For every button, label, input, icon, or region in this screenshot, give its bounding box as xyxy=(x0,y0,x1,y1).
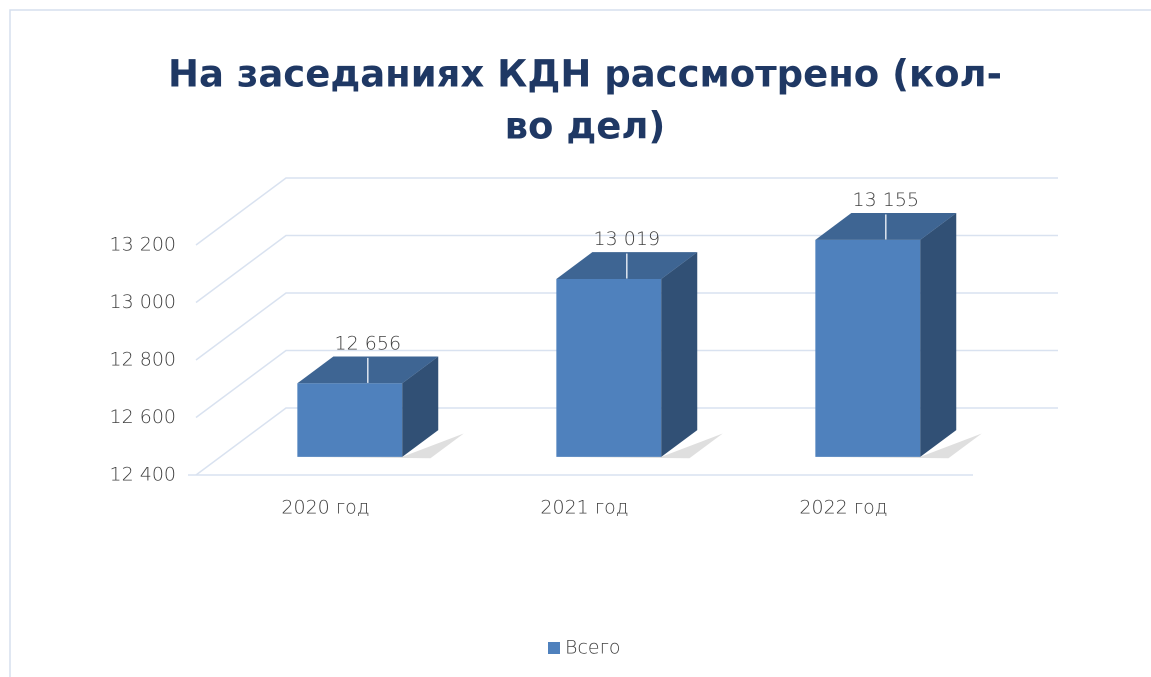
bar xyxy=(297,356,464,459)
legend-swatch xyxy=(548,642,560,654)
chart-border xyxy=(9,9,1151,677)
bar-shadow xyxy=(556,433,723,459)
data-label: 12 656 xyxy=(335,332,401,354)
chart-title: На заседаниях КДН рассмотрено (кол- xyxy=(168,53,1002,96)
y-tick-label: 13 000 xyxy=(110,291,176,313)
y-tick-label: 12 600 xyxy=(110,406,176,428)
x-tick-label: 2020 год xyxy=(281,497,369,519)
x-tick-label: 2021 год xyxy=(540,497,628,519)
data-label: 13 019 xyxy=(594,228,660,250)
x-tick-label: 2022 год xyxy=(799,497,887,519)
chart-title-line2: во дел) xyxy=(505,105,666,148)
y-tick-label: 12 400 xyxy=(110,464,176,486)
bar xyxy=(556,252,723,459)
data-label: 13 155 xyxy=(853,189,919,211)
y-tick-label: 12 800 xyxy=(110,349,176,371)
grid-line xyxy=(195,349,1058,419)
bar-side xyxy=(661,252,698,457)
bar-front xyxy=(815,239,921,457)
grid-line xyxy=(195,292,1058,361)
grid-line xyxy=(195,177,1058,246)
bar-side xyxy=(402,356,439,457)
grid-line xyxy=(195,407,1058,476)
bar-shadow xyxy=(297,433,464,459)
bar-front xyxy=(556,278,662,457)
y-tick-label: 13 200 xyxy=(110,234,176,256)
bar-front xyxy=(297,383,403,457)
bar-shadow xyxy=(815,433,982,459)
grid-line xyxy=(195,234,1058,304)
bar xyxy=(815,213,982,459)
legend-label: Всего xyxy=(565,637,621,659)
bar-side xyxy=(920,213,957,457)
